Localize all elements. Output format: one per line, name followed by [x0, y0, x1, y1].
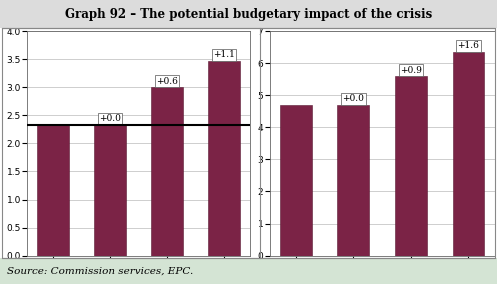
Text: +0.0: +0.0	[99, 114, 121, 123]
Text: Source: Commission services, EPC.: Source: Commission services, EPC.	[7, 267, 194, 276]
Bar	[337, 105, 369, 256]
Text: +0.9: +0.9	[400, 66, 422, 74]
Title: EU27, Cost of Ageing, change p.p of GDP, 2007-
60: EU27, Cost of Ageing, change p.p of GDP,…	[263, 10, 497, 29]
Bar	[280, 105, 312, 256]
Bar	[208, 61, 240, 256]
Bar	[395, 76, 427, 256]
Title: EU27, Pension expenditure, change in p.p. of
GDP, 2007-60: EU27, Pension expenditure, change in p.p…	[26, 10, 250, 29]
Text: +0.6: +0.6	[156, 77, 178, 86]
Bar	[94, 125, 126, 256]
Text: +0.0: +0.0	[342, 94, 364, 103]
Bar	[453, 52, 484, 256]
Bar	[152, 87, 183, 256]
Text: +1.1: +1.1	[213, 50, 235, 59]
Bar	[37, 125, 69, 256]
Text: +1.6: +1.6	[458, 41, 480, 51]
Text: Graph 92 – The potential budgetary impact of the crisis: Graph 92 – The potential budgetary impac…	[65, 8, 432, 21]
